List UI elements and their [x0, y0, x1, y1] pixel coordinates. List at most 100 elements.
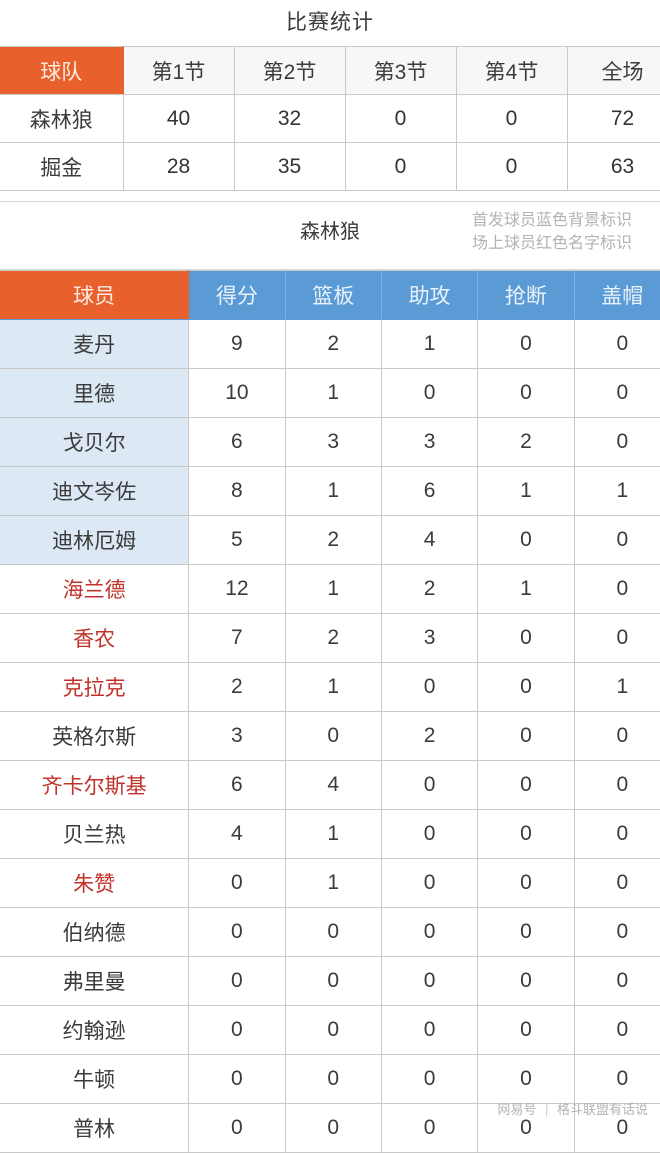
page-title: 比赛统计 — [0, 0, 660, 46]
score-header-total: 全场 — [567, 46, 660, 95]
table-row: 齐卡尔斯基 6 4 0 0 0 — [0, 760, 660, 810]
player-cell-blocks: 0 — [574, 1054, 660, 1104]
player-cell-steals: 0 — [477, 760, 575, 810]
player-cell-assists: 0 — [381, 1054, 479, 1104]
player-cell-assists: 0 — [381, 368, 479, 418]
player-cell-steals: 2 — [477, 417, 575, 467]
score-header-q4: 第4节 — [456, 46, 568, 95]
player-cell-assists: 0 — [381, 907, 479, 957]
player-cell-steals: 0 — [477, 711, 575, 761]
table-row: 戈贝尔 6 3 3 2 0 — [0, 417, 660, 467]
player-cell-steals: 0 — [477, 1054, 575, 1104]
table-row: 英格尔斯 3 0 2 0 0 — [0, 711, 660, 761]
player-cell-rebounds: 1 — [285, 564, 382, 614]
player-cell-points: 12 — [188, 564, 286, 614]
player-cell-blocks: 0 — [574, 1103, 660, 1153]
player-cell-assists: 3 — [381, 417, 479, 467]
table-row: 伯纳德 0 0 0 0 0 — [0, 907, 660, 957]
player-cell-rebounds: 3 — [285, 417, 382, 467]
player-cell-blocks: 0 — [574, 1005, 660, 1055]
team-label: 森林狼 — [300, 221, 360, 243]
player-name-cell: 麦丹 — [0, 319, 190, 369]
player-cell-rebounds: 0 — [285, 1054, 382, 1104]
player-name-cell: 约翰逊 — [0, 1005, 190, 1055]
player-cell-rebounds: 1 — [285, 368, 382, 418]
player-cell-points: 7 — [188, 613, 286, 663]
player-cell-blocks: 0 — [574, 711, 660, 761]
player-name-cell: 弗里曼 — [0, 956, 190, 1006]
section-divider — [0, 201, 660, 202]
table-row: 里德 10 1 0 0 0 — [0, 368, 660, 418]
player-cell-rebounds: 1 — [285, 809, 382, 859]
player-cell-steals: 0 — [477, 809, 575, 859]
player-cell-rebounds: 2 — [285, 319, 382, 369]
player-name-cell: 朱赞 — [0, 858, 190, 908]
player-box-score-table: 球员 得分 篮板 助攻 抢断 盖帽 麦丹 9 2 1 0 0 里德 10 1 0 0 0 戈贝尔 6 3 3 2… — [0, 270, 660, 1153]
player-name-cell: 齐卡尔斯基 — [0, 760, 190, 810]
player-cell-blocks: 0 — [574, 319, 660, 369]
player-cell-blocks: 0 — [574, 858, 660, 908]
legend-note: 首发球员蓝色背景标识 场上球员红色名字标识 — [472, 209, 660, 255]
score-team-name: 森林狼 — [0, 94, 124, 143]
table-row: 森林狼 40 32 0 0 72 — [0, 94, 660, 143]
player-cell-steals: 0 — [477, 956, 575, 1006]
player-cell-rebounds: 4 — [285, 760, 382, 810]
player-cell-points: 0 — [188, 907, 286, 957]
player-header-points: 得分 — [188, 270, 286, 320]
player-name-cell: 海兰德 — [0, 564, 190, 614]
player-cell-steals: 0 — [477, 1005, 575, 1055]
player-cell-assists: 0 — [381, 858, 479, 908]
player-name-cell: 英格尔斯 — [0, 711, 190, 761]
table-row: 牛顿 0 0 0 0 0 — [0, 1054, 660, 1104]
score-table-header-row: 球队 第1节 第2节 第3节 第4节 全场 — [0, 46, 660, 95]
player-cell-assists: 0 — [381, 760, 479, 810]
player-cell-rebounds: 2 — [285, 515, 382, 565]
player-cell-points: 0 — [188, 858, 286, 908]
table-row: 迪林厄姆 5 2 4 0 0 — [0, 515, 660, 565]
player-cell-assists: 3 — [381, 613, 479, 663]
player-name-cell: 戈贝尔 — [0, 417, 190, 467]
score-header-q1: 第1节 — [123, 46, 235, 95]
score-header-q2: 第2节 — [234, 46, 346, 95]
player-cell-blocks: 1 — [574, 466, 660, 516]
player-name-cell: 香农 — [0, 613, 190, 663]
player-cell-rebounds: 1 — [285, 466, 382, 516]
score-cell-total: 72 — [567, 94, 660, 143]
player-cell-steals: 1 — [477, 466, 575, 516]
table-row: 掘金 28 35 0 0 63 — [0, 142, 660, 191]
player-header-rebounds: 篮板 — [285, 270, 382, 320]
player-header-steals: 抢断 — [477, 270, 575, 320]
player-table-header-row: 球员 得分 篮板 助攻 抢断 盖帽 — [0, 270, 660, 320]
player-cell-blocks: 0 — [574, 613, 660, 663]
player-cell-blocks: 0 — [574, 760, 660, 810]
player-name-cell: 普林 — [0, 1103, 190, 1153]
player-cell-steals: 1 — [477, 564, 575, 614]
player-cell-points: 3 — [188, 711, 286, 761]
player-cell-assists: 0 — [381, 1005, 479, 1055]
player-cell-rebounds: 0 — [285, 711, 382, 761]
player-cell-points: 0 — [188, 1005, 286, 1055]
player-cell-rebounds: 0 — [285, 1005, 382, 1055]
player-cell-assists: 2 — [381, 711, 479, 761]
table-row: 朱赞 0 1 0 0 0 — [0, 858, 660, 908]
legend-line-oncourt: 场上球员红色名字标识 — [472, 235, 633, 252]
player-cell-points: 0 — [188, 956, 286, 1006]
table-row: 麦丹 9 2 1 0 0 — [0, 319, 660, 369]
player-cell-blocks: 0 — [574, 417, 660, 467]
player-cell-steals: 0 — [477, 662, 575, 712]
player-name-cell: 迪林厄姆 — [0, 515, 190, 565]
player-cell-blocks: 1 — [574, 662, 660, 712]
player-cell-rebounds: 1 — [285, 858, 382, 908]
player-header-name: 球员 — [0, 270, 190, 320]
score-cell-q3: 0 — [345, 142, 457, 191]
player-header-assists: 助攻 — [381, 270, 479, 320]
score-cell-total: 63 — [567, 142, 660, 191]
player-cell-assists: 6 — [381, 466, 479, 516]
player-cell-assists: 0 — [381, 809, 479, 859]
player-cell-steals: 0 — [477, 1103, 575, 1153]
player-cell-blocks: 0 — [574, 956, 660, 1006]
player-cell-blocks: 0 — [574, 515, 660, 565]
player-cell-points: 0 — [188, 1054, 286, 1104]
player-cell-points: 2 — [188, 662, 286, 712]
team-section-header: 森林狼 首发球员蓝色背景标识 场上球员红色名字标识 — [0, 191, 660, 270]
